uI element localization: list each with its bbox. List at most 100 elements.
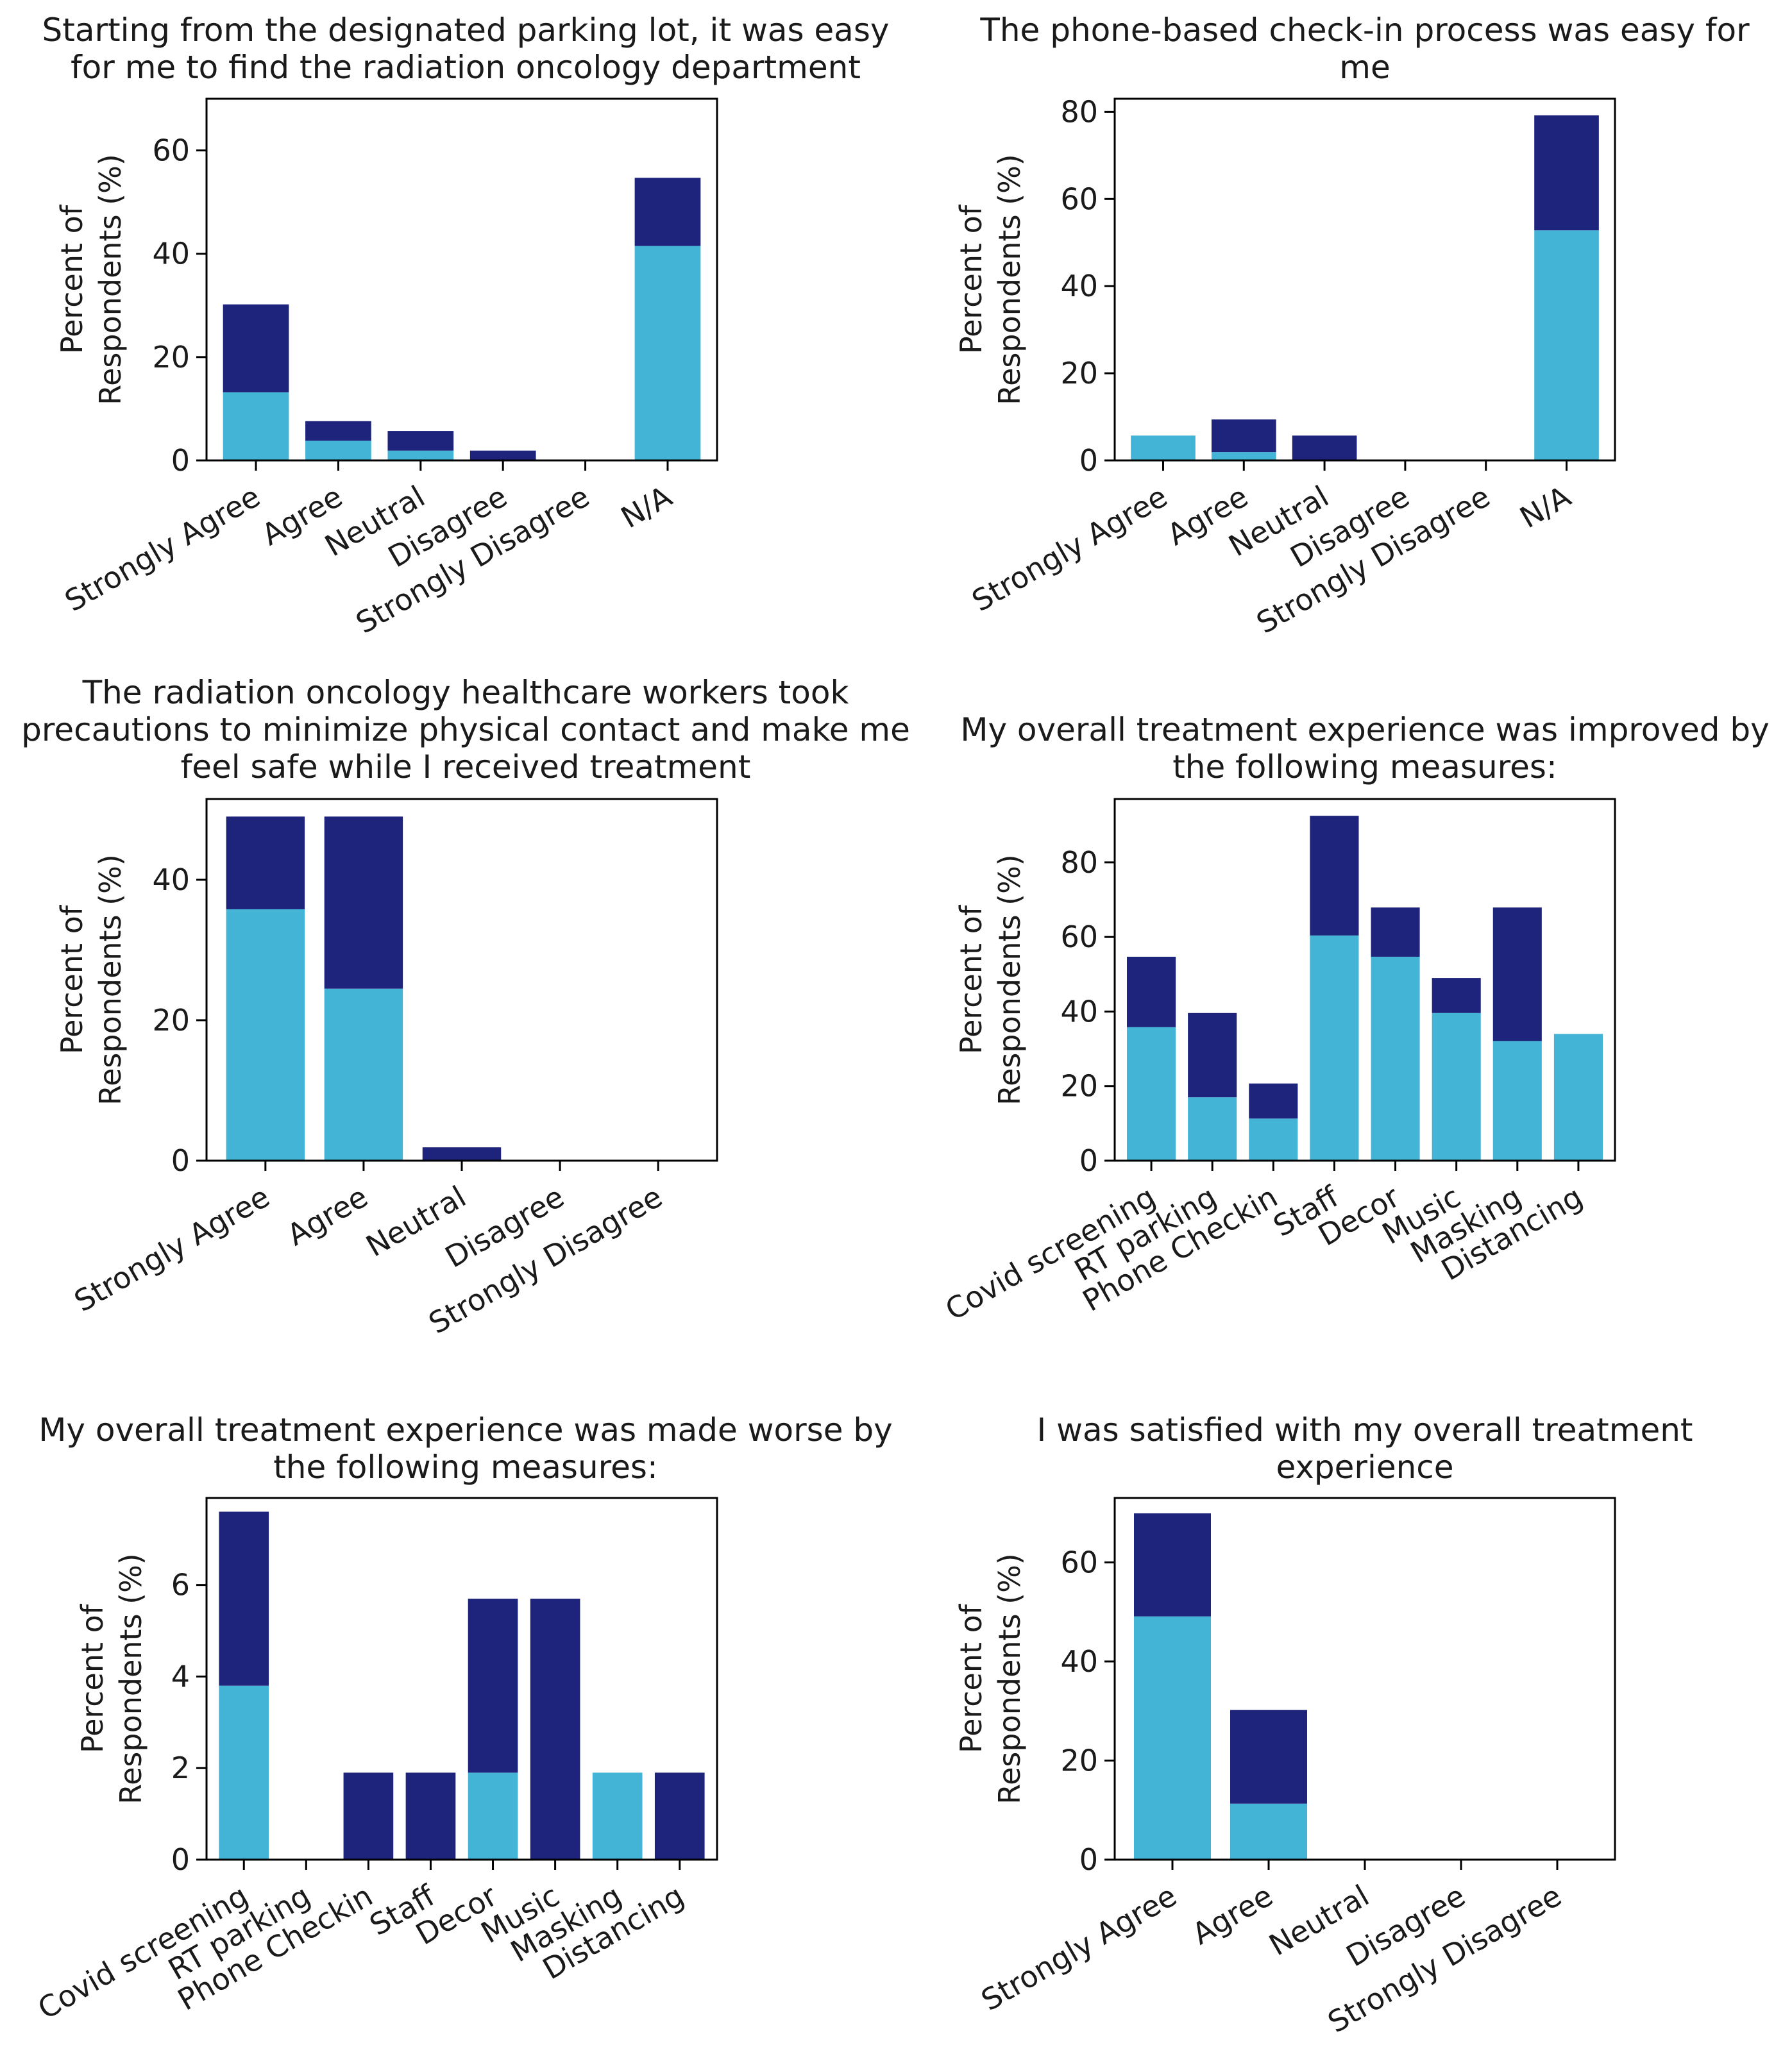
chart-2: The phone-based check-in process was eas… — [954, 12, 1750, 641]
y-axis-label-line: Respondents (%) — [992, 154, 1027, 405]
y-tick-label: 0 — [171, 443, 190, 478]
plot-frame — [205, 97, 718, 462]
bar-light-strongly-agree — [1131, 435, 1196, 460]
y-axis-label-line: Percent of — [954, 1603, 988, 1753]
y-axis-label-line: Respondents (%) — [114, 1553, 148, 1804]
bar-light-n-a — [634, 246, 701, 460]
bar-light-music — [1432, 1013, 1481, 1161]
chart-title-line: I was satisfied with my overall treatmen… — [1036, 1411, 1693, 1449]
bar-light-distancing — [1553, 1034, 1603, 1161]
bar-dark-staff — [405, 1772, 456, 1860]
bar-dark-decor — [1371, 907, 1420, 957]
y-tick-label: 0 — [171, 1842, 190, 1877]
y-axis-label-line: Respondents (%) — [93, 154, 128, 405]
bar-light-strongly-agree — [223, 392, 289, 460]
y-tick-label: 2 — [171, 1751, 190, 1785]
y-axis-label-line: Percent of — [954, 904, 988, 1054]
y-axis-label-line: Percent of — [55, 204, 89, 354]
chart-title-line: precautions to minimize physical contact… — [21, 711, 910, 748]
y-tick-label: 20 — [152, 1003, 190, 1038]
plot-frame — [1113, 798, 1616, 1162]
plot-frame — [205, 1497, 718, 1861]
y-axis-label-line: Respondents (%) — [992, 854, 1027, 1106]
y-tick-label: 80 — [1060, 845, 1098, 880]
y-tick-label: 40 — [1060, 1644, 1098, 1679]
bar-dark-staff — [1310, 816, 1359, 936]
category-label-agree: Agree — [281, 1179, 373, 1252]
bar-light-agree — [305, 441, 371, 460]
bar-light-covid-screening — [1127, 1027, 1176, 1161]
bar-dark-n-a — [1534, 115, 1599, 231]
bar-dark-n-a — [634, 178, 701, 246]
y-tick-label: 20 — [1060, 356, 1098, 391]
category-label-n-a: N/A — [1514, 479, 1577, 535]
y-tick-label: 20 — [152, 340, 190, 374]
chart-4: My overall treatment experience was impr… — [940, 711, 1770, 1327]
bar-dark-disagree — [469, 450, 536, 460]
bar-light-agree — [1211, 452, 1276, 460]
y-axis-label-line: Respondents (%) — [992, 1553, 1027, 1804]
y-tick-label: 40 — [1060, 994, 1098, 1029]
y-tick-label: 0 — [1079, 443, 1098, 478]
bar-light-staff — [1310, 935, 1359, 1161]
bar-light-masking — [1492, 1041, 1542, 1161]
y-tick-label: 60 — [1060, 181, 1098, 216]
bar-dark-agree — [305, 421, 371, 441]
y-tick-label: 6 — [171, 1568, 190, 1603]
y-tick-label: 20 — [1060, 1069, 1098, 1104]
bar-light-agree — [1230, 1803, 1307, 1860]
category-label-strongly-agree: Strongly Agree — [69, 1179, 276, 1318]
bar-light-strongly-agree — [1134, 1616, 1211, 1860]
chart-title-line: The phone-based check-in process was eas… — [979, 12, 1750, 49]
category-label-strongly-agree: Strongly Agree — [966, 479, 1173, 618]
chart-1: Starting from the designated parking lot… — [42, 12, 890, 641]
bar-light-n-a — [1534, 230, 1599, 460]
chart-title-line: for me to find the radiation oncology de… — [71, 49, 861, 86]
y-tick-label: 60 — [152, 133, 190, 168]
y-tick-label: 20 — [1060, 1743, 1098, 1778]
bar-light-decor — [1371, 956, 1420, 1161]
y-tick-label: 0 — [1079, 1143, 1098, 1178]
bar-dark-agree — [324, 816, 403, 989]
y-axis-label-line: Percent of — [75, 1603, 110, 1753]
bar-dark-distancing — [654, 1772, 705, 1860]
bar-light-strongly-agree — [226, 909, 305, 1161]
y-axis-label-line: Respondents (%) — [93, 854, 128, 1106]
bar-dark-masking — [1492, 907, 1542, 1041]
chart-3: The radiation oncology healthcare worker… — [21, 674, 910, 1341]
bar-light-agree — [324, 988, 403, 1161]
y-tick-label: 60 — [1060, 1545, 1098, 1579]
chart-title-line: Starting from the designated parking lot… — [42, 12, 890, 49]
bar-light-phone-checkin — [1249, 1118, 1298, 1161]
bar-dark-neutral — [1292, 435, 1357, 460]
y-tick-label: 60 — [1060, 920, 1098, 954]
y-tick-label: 40 — [152, 862, 190, 897]
y-axis-label-line: Percent of — [954, 204, 988, 354]
bar-dark-phone-checkin — [343, 1772, 394, 1860]
category-label-agree: Agree — [1186, 1878, 1278, 1951]
bar-dark-neutral — [387, 431, 454, 451]
chart-title-line: the following measures: — [273, 1449, 658, 1486]
chart-title-line: My overall treatment experience was made… — [38, 1411, 892, 1449]
bar-light-masking — [592, 1772, 643, 1860]
category-label-n-a: N/A — [615, 479, 678, 535]
bar-dark-agree — [1211, 419, 1276, 453]
bar-light-rt-parking — [1188, 1097, 1237, 1161]
bar-dark-strongly-agree — [1134, 1513, 1211, 1617]
bar-dark-music — [530, 1599, 580, 1860]
category-label-strongly-agree: Strongly Agree — [976, 1878, 1183, 2017]
bar-light-neutral — [387, 450, 454, 460]
bar-dark-decor — [468, 1599, 518, 1773]
bar-dark-agree — [1230, 1710, 1307, 1804]
bar-light-covid-screening — [219, 1685, 269, 1860]
y-axis-label-line: Percent of — [55, 904, 89, 1054]
y-tick-label: 40 — [1060, 269, 1098, 303]
y-tick-label: 0 — [1079, 1842, 1098, 1877]
category-label-strongly-agree: Strongly Agree — [59, 479, 266, 618]
y-tick-label: 4 — [171, 1659, 190, 1694]
plot-frame — [1113, 97, 1616, 462]
y-tick-label: 80 — [1060, 94, 1098, 129]
y-tick-label: 40 — [152, 237, 190, 271]
bar-light-decor — [468, 1772, 518, 1860]
